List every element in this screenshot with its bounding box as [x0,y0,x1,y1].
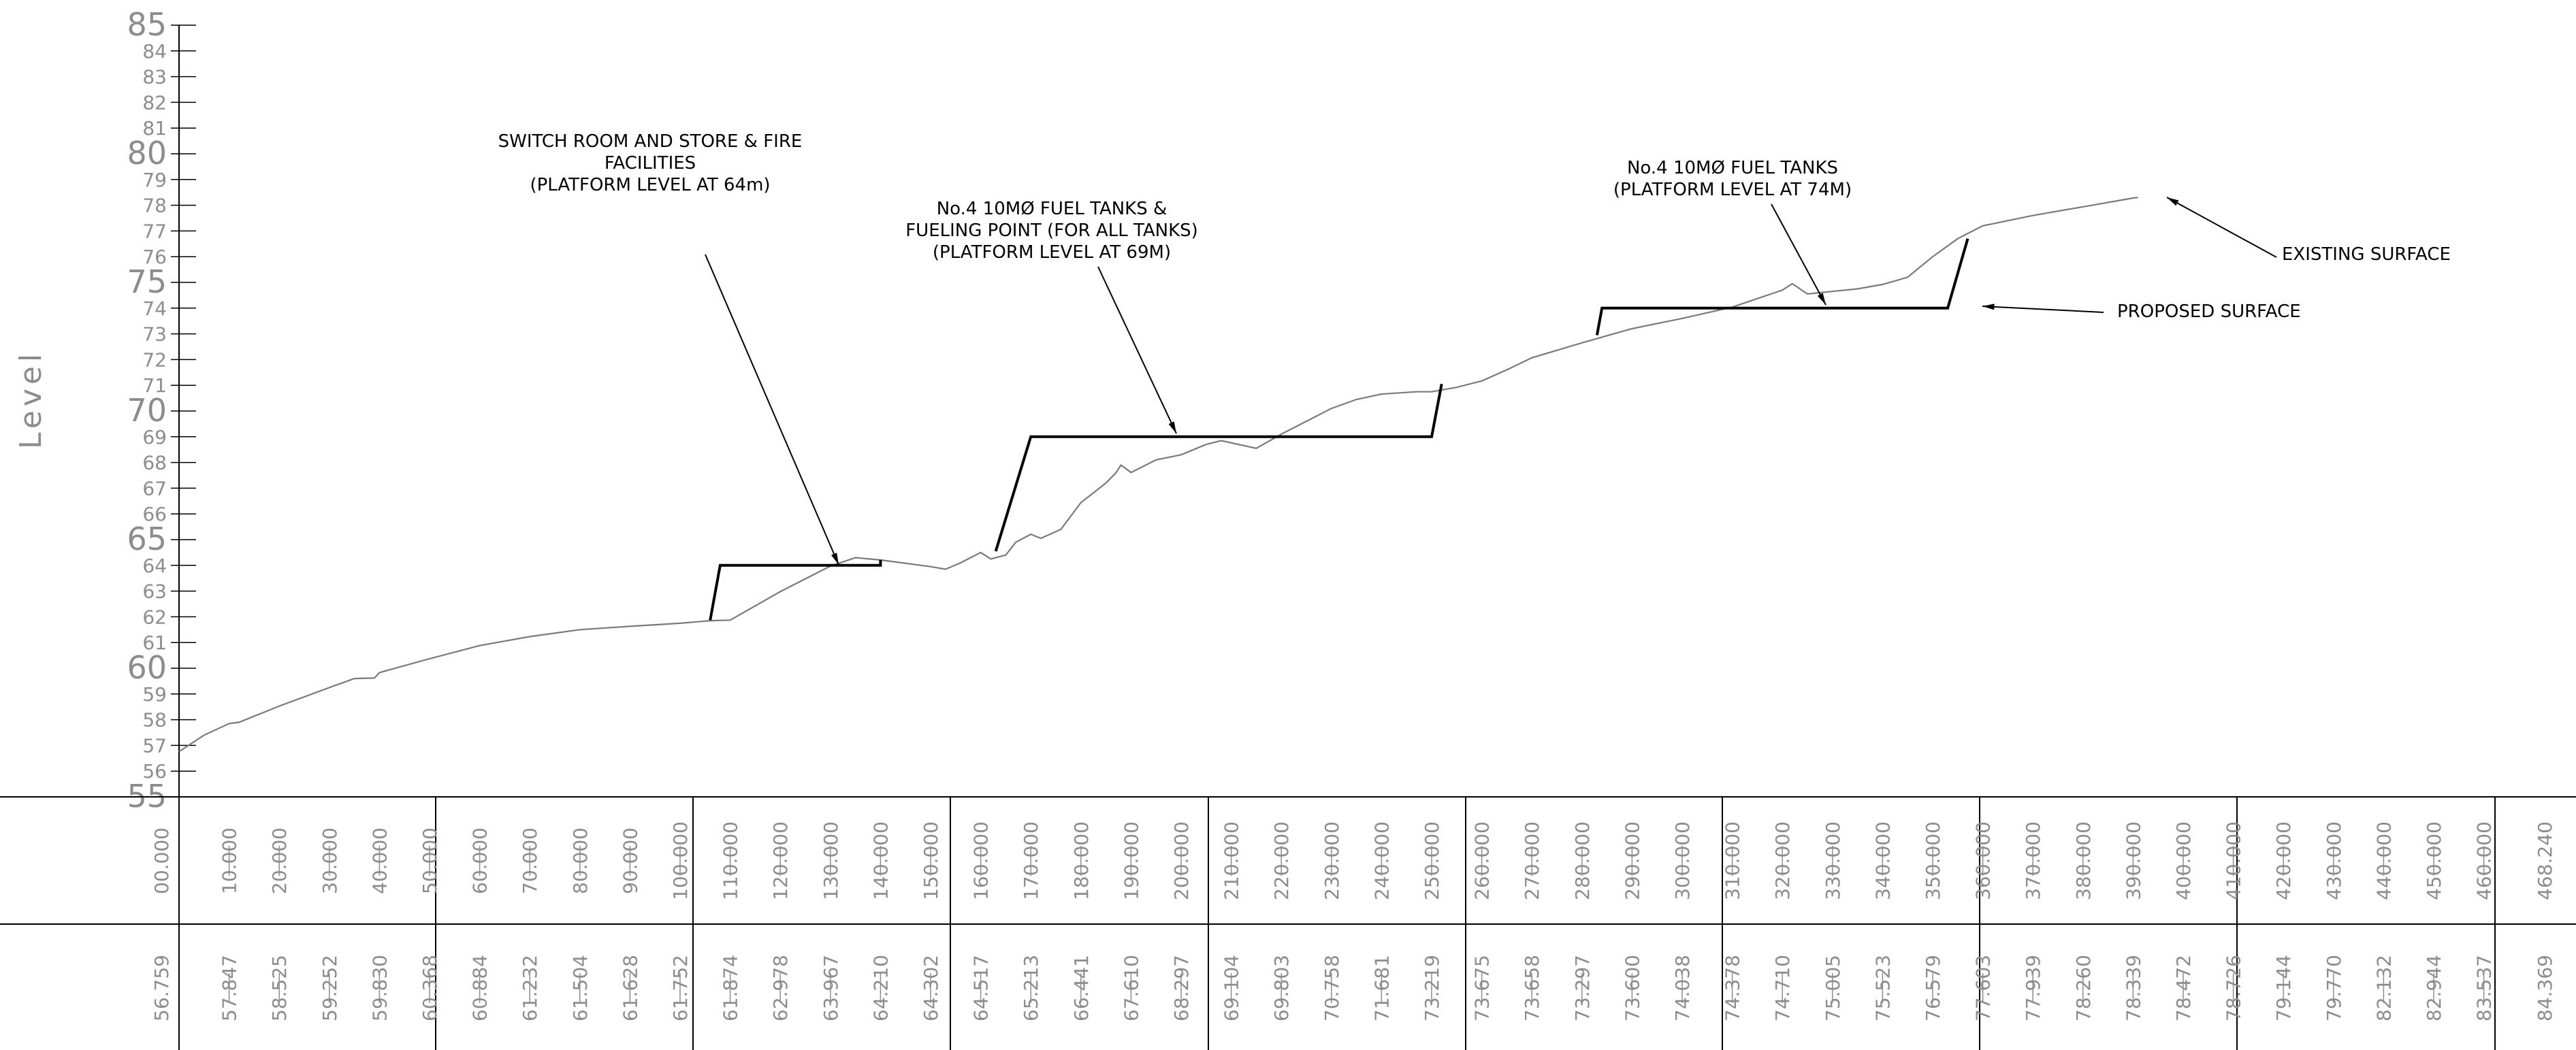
level-tick-label: 81 [142,117,167,140]
proposed-surface-leader [1982,306,2104,313]
annotation-leaders [705,197,2277,565]
level-tick-label: 60 [127,649,167,686]
level-tick-label: 76 [142,246,167,268]
level-tick-label: 66 [142,503,167,525]
level-tick-label: 73 [142,323,167,346]
fuel-tanks-69-annotation: No.4 10MØ FUEL TANKS & FUELING POINT (FO… [905,199,1198,263]
level-tick-label: 68 [142,452,167,474]
level-tick-label: 58 [142,709,167,732]
level-tick-label: 70 [127,392,167,429]
proposed-surface-label: PROPOSED SURFACE [2117,301,2301,322]
level-tick-label: 84 [142,40,167,63]
level-tick-label: 64 [142,555,167,577]
level-tick-label: 63 [142,580,167,603]
level-value: 56.759 [150,955,173,1021]
fuel-tanks-74-leader [1771,203,1826,306]
level-tick-label: 59 [142,683,167,706]
level-tick-label: 61 [142,631,167,654]
data-table-grid [0,796,2576,1050]
level-tick-label: 69 [142,426,167,448]
level-tick-label: 56 [142,760,167,783]
existing-surface-label: EXISTING SURFACE [2282,244,2451,265]
existing-surface-leader [2166,197,2277,258]
level-tick-label: 80 [127,135,167,171]
proposed-surface-leader-arrow [1982,303,1995,310]
level-tick-label: 83 [142,66,167,88]
switch-room-annotation: SWITCH ROOM AND STORE & FIRE FACILITIES … [498,131,803,195]
chainage-value: 00.000 [150,827,173,894]
level-axis: 5556575859606162636465666768697071727374… [127,6,196,815]
fuel-tanks-69-leader-arrow [1168,421,1176,433]
level-value: 84.369 [2534,955,2556,1021]
level-tick-label: 72 [142,348,167,371]
fuel-tanks-74-leader-arrow [1817,293,1826,305]
existing-surface-line [178,197,2138,753]
level-tick-label: 78 [142,195,167,217]
data-table-values: 00.00056.75910.00057.84720.00058.52530.0… [150,821,2556,1021]
level-tick-label: 85 [127,6,167,43]
level-tick-label: 74 [142,297,167,320]
level-tick-label: 57 [142,734,167,757]
switch-room-leader-arrow [831,553,839,565]
fuel-tanks-74-annotation: No.4 10MØ FUEL TANKS (PLATFORM LEVEL AT … [1613,158,1852,200]
level-tick-label: 65 [127,521,167,557]
level-tick-label: 62 [142,606,167,628]
y-axis-label: Level [14,349,48,449]
switch-room-leader [705,254,839,565]
chainage-value: 468.240 [2534,821,2556,900]
level-tick-label: 82 [142,91,167,114]
level-tick-label: 67 [142,477,167,499]
proposed-surface-line [709,238,1969,621]
level-tick-label: 77 [142,220,167,242]
level-tick-label: 79 [142,169,167,191]
existing-surface-leader-arrow [2167,197,2179,206]
level-tick-label: 75 [127,263,167,300]
fuel-tanks-69-leader [1097,266,1177,434]
level-tick-label: 71 [142,374,167,397]
